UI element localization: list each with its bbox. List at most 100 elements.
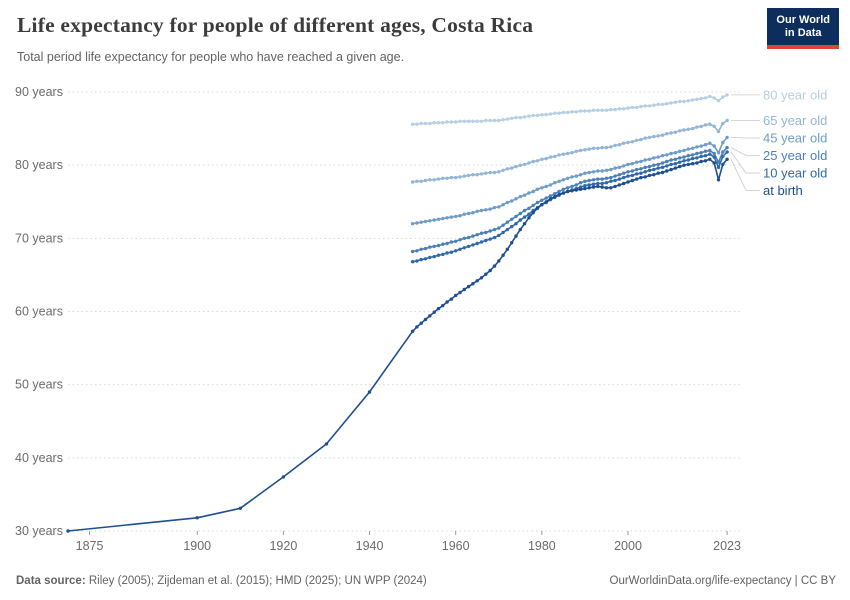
x-tick-label-1875: 1875 bbox=[76, 539, 104, 553]
data-point-45-year-old bbox=[449, 215, 454, 219]
data-point-at-birth bbox=[501, 253, 505, 257]
data-point-45-year-old bbox=[656, 155, 660, 159]
data-point-65-year-old bbox=[454, 175, 458, 180]
data-point-65-year-old bbox=[725, 118, 729, 123]
data-point-at-birth bbox=[587, 186, 591, 190]
data-point-25-year-old bbox=[527, 206, 531, 210]
data-point-80-year-old bbox=[419, 121, 423, 126]
data-point-10-year-old bbox=[708, 152, 712, 156]
data-point-at-birth bbox=[630, 178, 634, 183]
data-point-25-year-old bbox=[566, 186, 570, 190]
data-point-10-year-old bbox=[462, 246, 466, 250]
data-point-80-year-old bbox=[708, 94, 712, 99]
data-point-25-year-old bbox=[540, 198, 544, 202]
data-point-80-year-old bbox=[622, 107, 626, 111]
data-point-45-year-old bbox=[514, 197, 518, 201]
data-point-45-year-old bbox=[690, 146, 695, 150]
data-point-80-year-old bbox=[652, 103, 656, 107]
data-point-at-birth bbox=[725, 157, 729, 161]
data-point-10-year-old bbox=[471, 243, 475, 247]
data-point-at-birth bbox=[643, 175, 647, 179]
series-label-10-year-old[interactable]: 10 year old bbox=[763, 166, 827, 181]
data-point-45-year-old bbox=[708, 141, 712, 145]
data-point-80-year-old bbox=[699, 96, 703, 101]
data-point-10-year-old bbox=[673, 162, 678, 166]
data-point-10-year-old bbox=[527, 212, 531, 216]
data-point-25-year-old bbox=[673, 157, 678, 161]
data-point-10-year-old bbox=[678, 160, 682, 164]
data-point-65-year-old bbox=[527, 161, 531, 165]
data-point-at-birth bbox=[281, 475, 286, 479]
data-point-25-year-old bbox=[604, 176, 609, 180]
data-point-25-year-old bbox=[626, 170, 630, 174]
data-point-65-year-old bbox=[514, 164, 518, 169]
data-point-10-year-old bbox=[690, 156, 695, 161]
series-label-25-year-old[interactable]: 25 year old bbox=[763, 148, 827, 163]
data-point-65-year-old bbox=[634, 138, 639, 142]
data-point-at-birth bbox=[665, 169, 669, 173]
series-label-65-year-old[interactable]: 65 year old bbox=[763, 113, 827, 128]
data-point-at-birth bbox=[622, 181, 626, 186]
chart-subtitle: Total period life expectancy for people … bbox=[17, 50, 405, 64]
footer-credit: OurWorldinData.org/life-expectancy | CC … bbox=[609, 575, 836, 587]
data-point-65-year-old bbox=[501, 168, 505, 172]
data-point-25-year-old bbox=[561, 187, 566, 191]
data-point-10-year-old bbox=[488, 237, 492, 241]
y-tick-label-90: 90 years bbox=[15, 85, 63, 99]
data-point-65-year-old bbox=[583, 148, 587, 152]
series-line-at-birth[interactable] bbox=[67, 158, 728, 532]
data-point-80-year-old bbox=[712, 96, 716, 100]
data-point-65-year-old bbox=[604, 145, 609, 150]
data-point-10-year-old bbox=[626, 174, 630, 178]
data-point-80-year-old bbox=[617, 107, 622, 111]
data-point-25-year-old bbox=[634, 167, 639, 172]
data-point-10-year-old bbox=[643, 170, 647, 174]
data-point-25-year-old bbox=[699, 151, 703, 155]
data-point-65-year-old bbox=[475, 173, 479, 177]
data-point-80-year-old bbox=[462, 119, 466, 124]
data-point-65-year-old bbox=[553, 154, 557, 159]
data-point-80-year-old bbox=[721, 95, 725, 99]
data-point-45-year-old bbox=[436, 217, 441, 221]
data-point-25-year-old bbox=[695, 151, 699, 156]
data-point-10-year-old bbox=[721, 154, 725, 159]
data-point-at-birth bbox=[690, 162, 695, 166]
data-point-45-year-old bbox=[561, 178, 566, 182]
data-point-10-year-old bbox=[518, 218, 522, 222]
data-point-65-year-old bbox=[535, 159, 540, 163]
data-point-45-year-old bbox=[673, 151, 678, 155]
data-point-80-year-old bbox=[578, 109, 583, 113]
series-line-10-year-old[interactable] bbox=[411, 151, 728, 263]
data-point-25-year-old bbox=[643, 165, 647, 170]
series-label-45-year-old[interactable]: 45 year old bbox=[763, 131, 827, 146]
data-point-at-birth bbox=[647, 173, 652, 178]
series-label-at-birth[interactable]: at birth bbox=[763, 183, 803, 198]
data-point-65-year-old bbox=[423, 178, 428, 183]
data-point-10-year-old bbox=[712, 155, 716, 159]
data-point-25-year-old bbox=[682, 155, 686, 159]
data-point-25-year-old bbox=[652, 163, 656, 167]
data-point-45-year-old bbox=[497, 205, 501, 209]
data-point-25-year-old bbox=[510, 217, 514, 221]
data-point-65-year-old bbox=[600, 145, 604, 150]
data-source-label: Data source: bbox=[16, 575, 86, 587]
data-point-25-year-old bbox=[441, 242, 445, 246]
data-point-45-year-old bbox=[600, 169, 604, 173]
owid-logo-line1: Our World bbox=[776, 14, 830, 26]
data-point-at-birth bbox=[471, 282, 475, 286]
data-point-65-year-old bbox=[449, 175, 454, 180]
data-point-at-birth bbox=[479, 276, 484, 280]
data-point-10-year-old bbox=[428, 255, 432, 260]
data-point-25-year-old bbox=[669, 158, 673, 162]
data-point-25-year-old bbox=[501, 223, 505, 227]
data-point-45-year-old bbox=[609, 167, 613, 172]
data-point-at-birth bbox=[462, 287, 466, 292]
data-point-65-year-old bbox=[656, 134, 660, 138]
data-point-25-year-old bbox=[570, 184, 574, 189]
data-point-80-year-old bbox=[656, 102, 660, 107]
data-point-at-birth bbox=[324, 442, 329, 446]
series-label-80-year-old[interactable]: 80 year old bbox=[763, 87, 827, 102]
data-point-10-year-old bbox=[436, 253, 441, 257]
data-point-25-year-old bbox=[445, 241, 449, 246]
